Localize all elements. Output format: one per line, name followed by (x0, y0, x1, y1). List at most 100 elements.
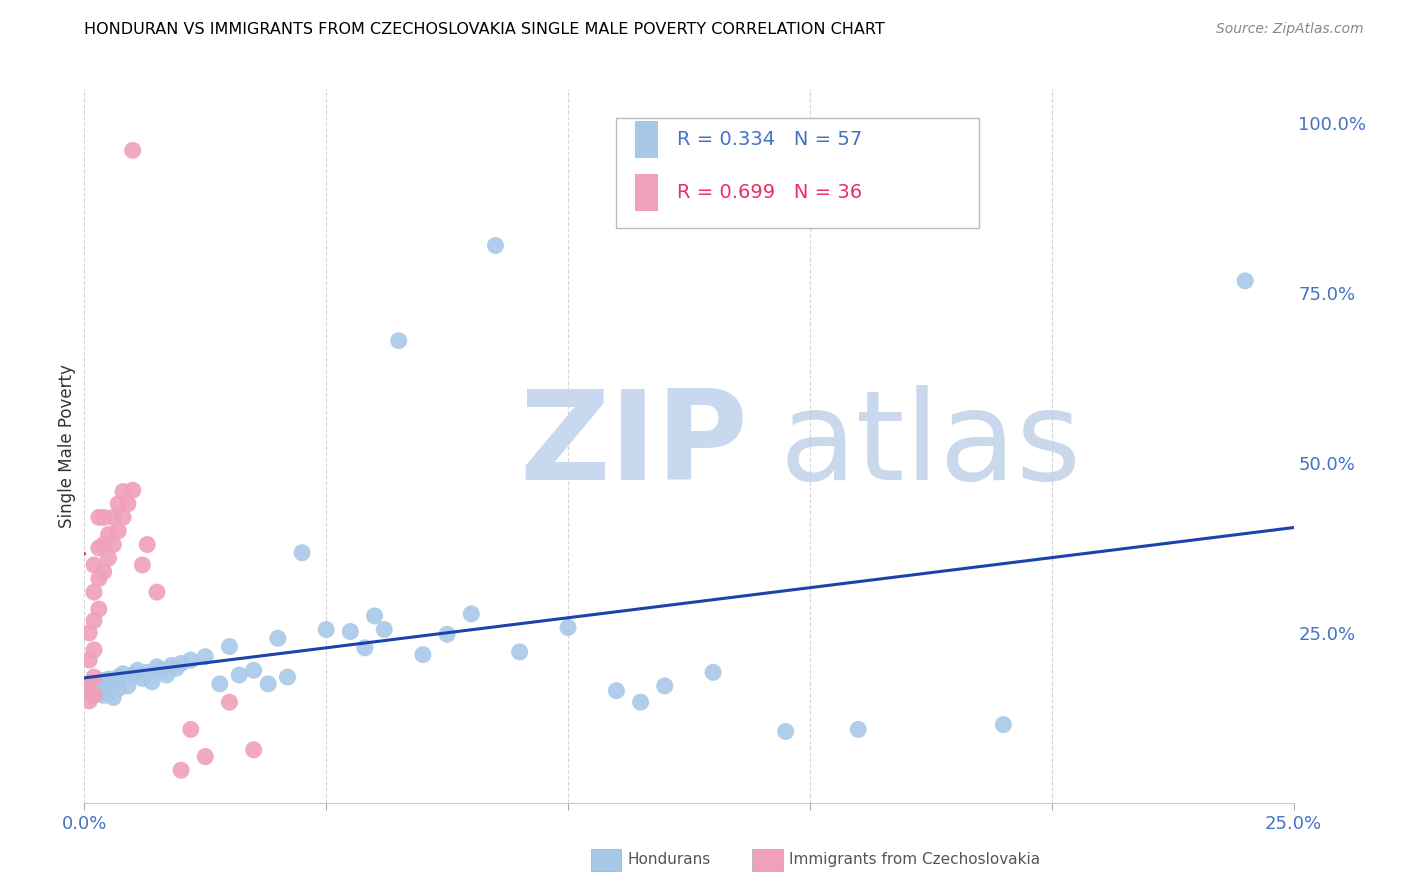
Point (131, 558, 153, 572)
Point (83, 677, 105, 691)
Point (121, 483, 143, 498)
FancyBboxPatch shape (616, 118, 979, 228)
Point (242, 663, 264, 677)
Point (97, 686, 120, 700)
Point (654, 679, 676, 693)
Point (846, 723, 869, 737)
Point (83, 585, 105, 599)
Point (630, 695, 652, 709)
Point (194, 649, 217, 664)
Bar (634, 120, 658, 158)
Point (97, 527, 120, 541)
Point (146, 660, 169, 674)
Point (87, 679, 110, 693)
Point (77, 683, 100, 698)
Text: Immigrants from Czechoslovakia: Immigrants from Czechoslovakia (789, 853, 1040, 867)
Point (112, 484, 135, 499)
Point (605, 683, 627, 698)
Point (354, 640, 377, 655)
Text: ZIP: ZIP (520, 385, 748, 507)
Point (83, 687, 105, 701)
Point (484, 238, 506, 252)
Point (291, 546, 314, 560)
Point (180, 723, 202, 737)
Point (509, 645, 531, 659)
Point (228, 668, 250, 682)
Point (83, 689, 105, 703)
Text: R = 0.699   N = 36: R = 0.699 N = 36 (676, 183, 862, 202)
Point (460, 607, 482, 621)
Point (993, 717, 1015, 731)
Point (136, 537, 159, 551)
Point (83, 643, 105, 657)
Point (702, 665, 724, 680)
Point (131, 672, 153, 686)
Text: Hondurans: Hondurans (627, 853, 710, 867)
Point (180, 653, 202, 667)
Bar (634, 174, 658, 211)
Point (83, 558, 105, 572)
Point (83, 670, 105, 684)
Point (77, 680, 100, 694)
Point (160, 658, 183, 673)
Point (373, 623, 395, 637)
Point (103, 537, 125, 551)
Point (208, 677, 231, 691)
Point (112, 510, 135, 524)
Point (257, 677, 280, 691)
Point (107, 524, 129, 538)
Text: atlas: atlas (780, 385, 1081, 507)
Point (77, 626, 100, 640)
Point (170, 657, 193, 671)
Point (107, 681, 129, 696)
Point (127, 663, 149, 677)
Point (93, 689, 115, 703)
Point (242, 743, 264, 757)
Point (276, 670, 298, 684)
Text: Source: ZipAtlas.com: Source: ZipAtlas.com (1216, 22, 1364, 37)
Point (107, 497, 129, 511)
Point (136, 665, 159, 680)
Point (775, 724, 797, 739)
Point (363, 608, 385, 623)
Point (170, 763, 193, 777)
Point (436, 627, 458, 641)
Y-axis label: Single Male Poverty: Single Male Poverty (58, 364, 76, 528)
Point (146, 585, 169, 599)
Point (267, 632, 290, 646)
Point (121, 668, 143, 682)
Point (112, 666, 135, 681)
Point (155, 668, 177, 682)
Point (87, 602, 110, 616)
Point (194, 749, 217, 764)
Point (103, 690, 125, 705)
Point (165, 661, 187, 675)
Point (83, 614, 105, 628)
Point (97, 672, 120, 686)
Point (412, 648, 434, 662)
Point (141, 674, 163, 689)
Point (117, 679, 139, 693)
Point (557, 620, 579, 634)
Point (103, 674, 125, 689)
Point (77, 694, 100, 708)
Point (1234, 274, 1257, 288)
Point (93, 510, 115, 524)
Point (87, 541, 110, 555)
Point (87, 572, 110, 586)
Point (93, 537, 115, 551)
Point (339, 624, 361, 639)
Text: R = 0.334   N = 57: R = 0.334 N = 57 (676, 129, 862, 149)
Point (93, 565, 115, 579)
Point (77, 653, 100, 667)
Point (150, 663, 173, 677)
Point (107, 670, 129, 684)
Point (315, 623, 337, 637)
Point (388, 334, 411, 348)
Text: HONDURAN VS IMMIGRANTS FROM CZECHOSLOVAKIA SINGLE MALE POVERTY CORRELATION CHART: HONDURAN VS IMMIGRANTS FROM CZECHOSLOVAK… (84, 22, 886, 37)
Point (103, 510, 125, 524)
Point (87, 681, 110, 696)
Point (121, 144, 143, 158)
Point (218, 640, 240, 654)
Point (93, 673, 115, 688)
